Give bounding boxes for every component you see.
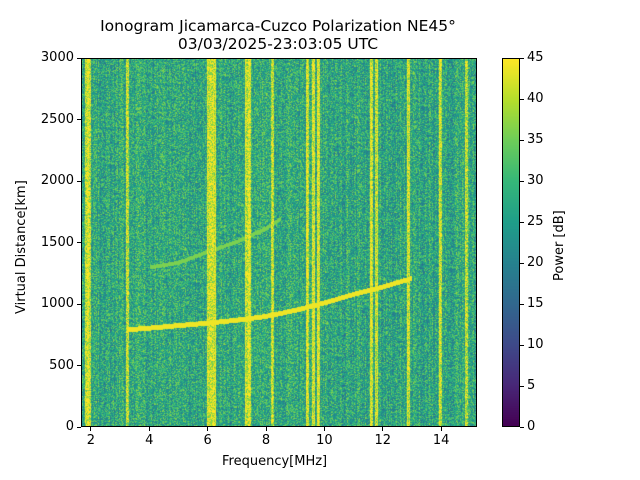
colorbar-tick-label: 35 [527, 132, 544, 147]
colorbar-tick [520, 98, 524, 100]
x-tick [440, 427, 442, 431]
plot-area [81, 58, 477, 427]
y-tick [77, 57, 81, 59]
colorbar-tick [520, 221, 524, 223]
x-axis-label: Frequency[MHz] [222, 454, 328, 469]
y-tick-label: 0 [65, 419, 74, 434]
x-tick-label: 10 [316, 433, 333, 448]
y-tick-label: 3000 [40, 50, 74, 65]
colorbar-tick-label: 20 [527, 255, 544, 270]
x-tick [323, 427, 325, 431]
colorbar-tick [520, 262, 524, 264]
colorbar-tick-label: 5 [527, 378, 536, 393]
y-axis-label: Virtual Distance[km] [14, 180, 29, 314]
colorbar-tick [520, 344, 524, 346]
x-tick-label: 8 [261, 433, 271, 448]
colorbar-tick-label: 25 [527, 214, 544, 229]
ionogram-heatmap [82, 59, 476, 426]
colorbar-tick-label: 0 [527, 419, 536, 434]
y-tick [77, 119, 81, 120]
y-tick [77, 180, 81, 182]
colorbar-tick-label: 30 [527, 173, 544, 188]
y-tick [77, 426, 81, 428]
x-tick [90, 427, 92, 431]
chart-subtitle: 03/03/2025-23:03:05 UTC [177, 35, 379, 53]
y-tick-label: 2500 [40, 111, 74, 127]
x-tick [207, 427, 209, 431]
x-tick-label: 14 [432, 433, 450, 448]
colorbar-tick [520, 180, 524, 182]
colorbar-tick [520, 426, 524, 428]
y-tick [77, 365, 81, 366]
colorbar-label: Power [dB] [552, 210, 567, 281]
x-tick-label: 6 [203, 433, 212, 448]
colorbar-tick [520, 139, 524, 141]
x-tick [382, 427, 384, 431]
y-tick-label: 1500 [40, 234, 74, 250]
y-tick [77, 303, 81, 305]
x-tick [265, 427, 267, 431]
y-tick-label: 1000 [40, 296, 74, 311]
colorbar-tick-label: 40 [527, 91, 544, 106]
x-tick [148, 427, 150, 431]
colorbar-tick-label: 10 [527, 337, 544, 352]
y-tick [77, 242, 81, 243]
y-tick-label: 2000 [40, 173, 74, 188]
chart-title: Ionogram Jicamarca-Cuzco Polarization NE… [100, 17, 456, 35]
colorbar-tick [520, 303, 524, 305]
x-tick-label: 4 [145, 433, 154, 448]
colorbar [502, 58, 520, 427]
colorbar-tick-label: 15 [527, 296, 544, 311]
colorbar-tick [520, 57, 524, 59]
colorbar-tick-label: 45 [527, 50, 544, 65]
x-tick-label: 2 [86, 433, 96, 448]
colorbar-tick [520, 385, 524, 387]
x-tick-label: 12 [374, 433, 391, 448]
y-tick-label: 500 [49, 357, 74, 373]
